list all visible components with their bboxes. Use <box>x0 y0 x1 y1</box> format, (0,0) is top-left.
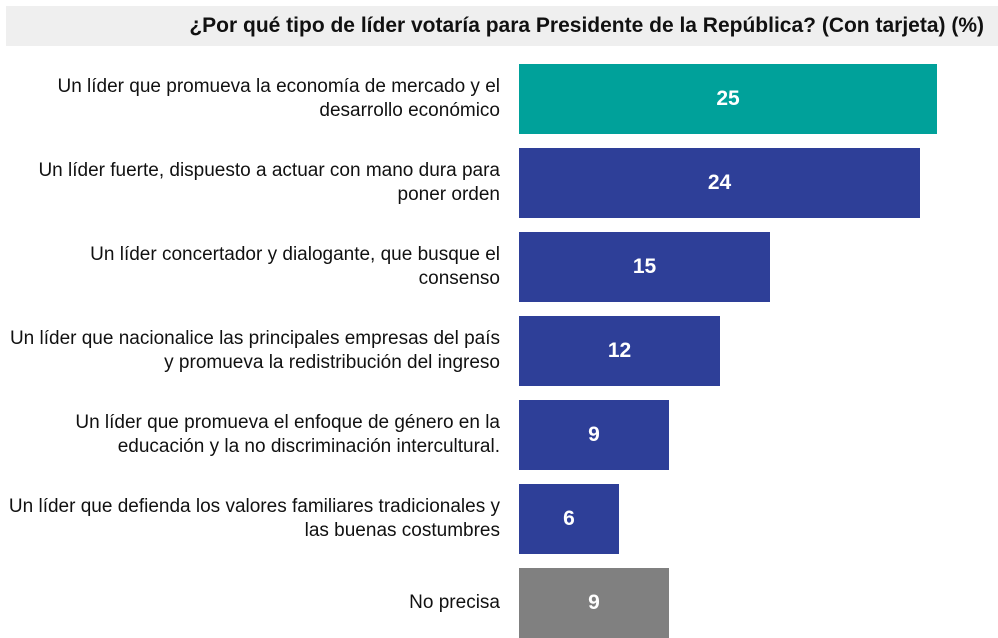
bar-row: No precisa 9 <box>0 568 998 638</box>
category-label: Un líder fuerte, dispuesto a actuar con … <box>38 160 500 205</box>
category-label: Un líder que promueva la economía de mer… <box>57 76 500 121</box>
category-label: Un líder concertador y dialogante, que b… <box>90 244 500 289</box>
bar-row: Un líder concertador y dialogante, que b… <box>0 232 998 302</box>
data-label: 9 <box>588 423 600 446</box>
bar: 9 <box>519 400 669 470</box>
bar-row: Un líder fuerte, dispuesto a actuar con … <box>0 148 998 218</box>
bar: 24 <box>519 148 920 218</box>
data-label: 24 <box>707 171 732 194</box>
bar-row: Un líder que defienda los valores famili… <box>0 484 998 554</box>
category-label: Un líder que nacionalice las principales… <box>9 328 500 373</box>
data-label: 6 <box>563 507 575 530</box>
bar: 6 <box>519 484 619 554</box>
title-bar: ¿Por qué tipo de líder votaría para Pres… <box>6 6 998 46</box>
category-label: Un líder que promueva el enfoque de géne… <box>75 412 500 457</box>
chart-title: ¿Por qué tipo de líder votaría para Pres… <box>189 14 984 37</box>
data-label: 12 <box>607 339 632 362</box>
bar: 12 <box>519 316 720 386</box>
data-label: 15 <box>632 255 657 278</box>
bar-row: Un líder que promueva el enfoque de géne… <box>0 400 998 470</box>
bar: 15 <box>519 232 770 302</box>
bar-row: Un líder que nacionalice las principales… <box>0 316 998 386</box>
category-label: No precisa <box>409 592 500 613</box>
data-label: 25 <box>716 87 740 110</box>
data-label: 9 <box>588 591 600 614</box>
bar: 25 <box>519 64 937 134</box>
bar: 9 <box>519 568 669 638</box>
category-label: Un líder que defienda los valores famili… <box>8 496 500 541</box>
bar-row: Un líder que promueva la economía de mer… <box>0 64 998 134</box>
